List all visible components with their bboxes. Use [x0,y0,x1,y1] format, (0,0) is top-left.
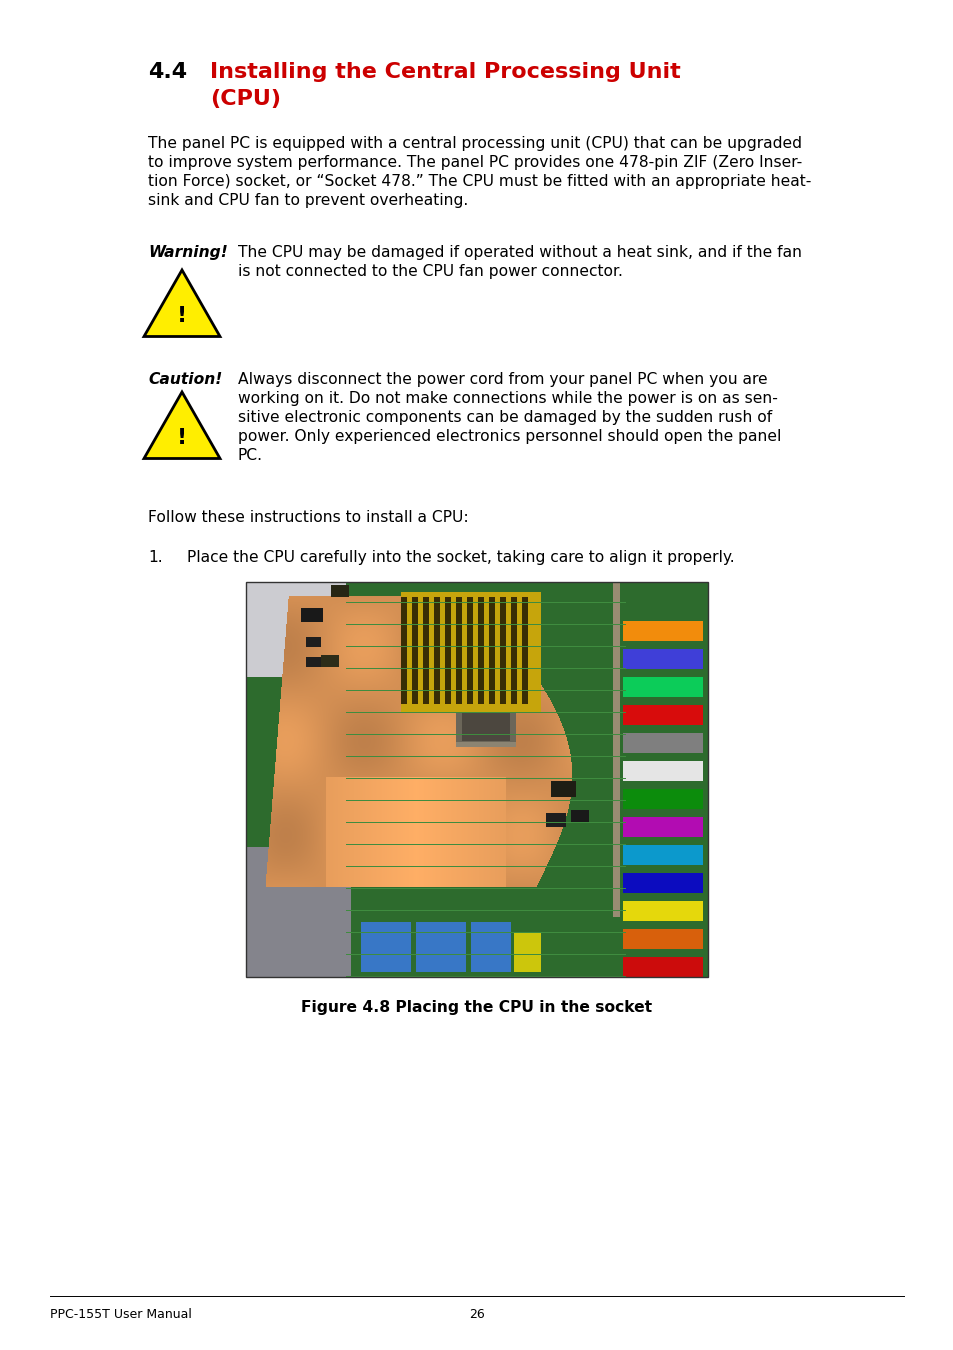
Text: Always disconnect the power cord from your panel PC when you are: Always disconnect the power cord from yo… [237,373,767,387]
Text: working on it. Do not make connections while the power is on as sen-: working on it. Do not make connections w… [237,392,777,406]
Text: The CPU may be damaged if operated without a heat sink, and if the fan: The CPU may be damaged if operated witho… [237,244,801,261]
Text: PPC-155T User Manual: PPC-155T User Manual [50,1308,192,1322]
Text: sink and CPU fan to prevent overheating.: sink and CPU fan to prevent overheating. [148,193,468,208]
Text: 4.4: 4.4 [148,62,187,82]
Text: !: ! [176,428,187,448]
Text: Warning!: Warning! [148,244,228,261]
Text: to improve system performance. The panel PC provides one 478-pin ZIF (Zero Inser: to improve system performance. The panel… [148,155,801,170]
Text: 26: 26 [469,1308,484,1322]
Text: is not connected to the CPU fan power connector.: is not connected to the CPU fan power co… [237,265,622,279]
Text: 1.: 1. [148,549,162,566]
Text: sitive electronic components can be damaged by the sudden rush of: sitive electronic components can be dama… [237,410,771,425]
Text: power. Only experienced electronics personnel should open the panel: power. Only experienced electronics pers… [237,429,781,444]
Text: Caution!: Caution! [148,373,222,387]
Polygon shape [144,392,220,459]
Text: Follow these instructions to install a CPU:: Follow these instructions to install a C… [148,510,468,525]
Bar [246,582,707,977]
Text: (CPU): (CPU) [210,89,281,109]
Text: tion Force) socket, or “Socket 478.” The CPU must be fitted with an appropriate : tion Force) socket, or “Socket 478.” The… [148,174,810,189]
Text: !: ! [176,305,187,325]
Polygon shape [144,270,220,336]
Text: Installing the Central Processing Unit: Installing the Central Processing Unit [210,62,680,82]
Text: The panel PC is equipped with a central processing unit (CPU) that can be upgrad: The panel PC is equipped with a central … [148,136,801,151]
Text: PC.: PC. [237,448,263,463]
Text: Figure 4.8 Placing the CPU in the socket: Figure 4.8 Placing the CPU in the socket [301,1000,652,1015]
Text: Place the CPU carefully into the socket, taking care to align it properly.: Place the CPU carefully into the socket,… [187,549,734,566]
